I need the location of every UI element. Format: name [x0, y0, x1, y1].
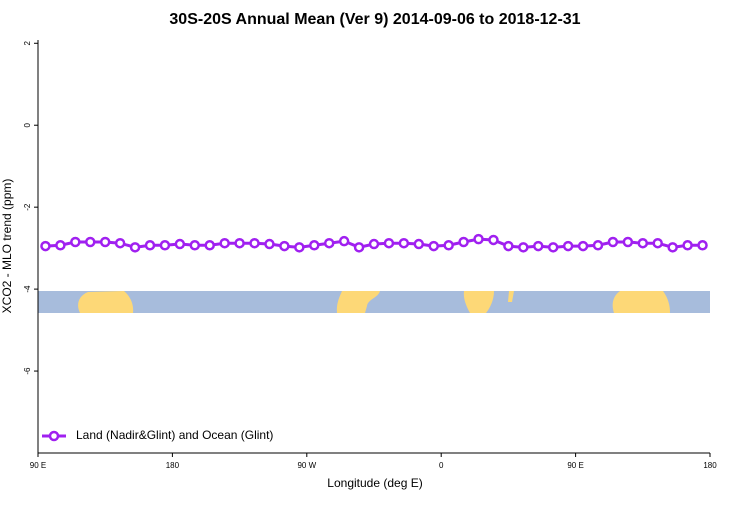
point — [637, 237, 649, 249]
point — [219, 237, 230, 249]
point — [294, 242, 305, 253]
point — [353, 242, 365, 253]
land — [508, 291, 514, 302]
land — [336, 291, 380, 313]
point — [413, 238, 425, 250]
land — [78, 291, 134, 313]
point — [114, 237, 126, 249]
y-tick-label: -6 — [23, 367, 32, 375]
point — [383, 237, 395, 249]
x-tick-label: 180 — [166, 461, 180, 470]
x-tick-label: 90 E — [30, 461, 46, 470]
point — [204, 240, 215, 251]
point — [234, 237, 245, 249]
point — [129, 242, 141, 253]
point — [682, 240, 693, 251]
point — [518, 242, 529, 253]
point — [189, 240, 201, 251]
point — [398, 237, 410, 249]
x-tick-label: 90 E — [567, 461, 583, 470]
x-tick-label: 90 W — [297, 461, 316, 470]
point — [503, 240, 514, 252]
point — [443, 240, 454, 251]
y-tick-label: -2 — [23, 203, 32, 211]
point — [279, 240, 290, 252]
point — [458, 236, 469, 248]
point — [159, 240, 171, 251]
point — [607, 236, 619, 248]
point — [338, 235, 350, 247]
legend-marker — [48, 430, 60, 442]
y-tick-label: 0 — [23, 122, 32, 127]
point — [547, 242, 559, 253]
point — [428, 240, 439, 252]
point — [562, 240, 574, 252]
point — [55, 240, 66, 251]
point — [488, 234, 499, 246]
point — [144, 240, 156, 251]
point — [99, 236, 111, 248]
x-axis-label: Longitude (deg E) — [327, 476, 422, 490]
y-axis-label: XCO2 - MLO trend (ppm) — [0, 179, 14, 314]
point — [577, 240, 589, 252]
y-tick-label: -4 — [23, 285, 32, 293]
point — [368, 238, 380, 250]
ocean-band — [38, 291, 710, 313]
point — [174, 238, 186, 250]
point — [40, 240, 51, 252]
point — [309, 240, 320, 251]
land — [612, 291, 670, 313]
point — [622, 236, 634, 248]
point — [667, 242, 678, 253]
chart-title: 30S-20S Annual Mean (Ver 9) 2014-09-06 t… — [169, 11, 580, 28]
point — [264, 238, 275, 250]
point — [592, 240, 604, 251]
legend-label: Land (Nadir&Glint) and Ocean (Glint) — [76, 428, 273, 442]
x-tick-label: 0 — [439, 461, 444, 470]
y-tick-label: 2 — [23, 41, 32, 46]
map-strip — [38, 291, 710, 313]
land — [463, 291, 494, 313]
point — [323, 237, 335, 249]
point — [652, 237, 663, 249]
point — [249, 237, 260, 249]
x-tick-label: 180 — [703, 461, 717, 470]
point — [85, 236, 96, 248]
point — [70, 236, 81, 248]
point — [697, 240, 708, 251]
point — [533, 240, 544, 252]
point — [473, 233, 484, 245]
